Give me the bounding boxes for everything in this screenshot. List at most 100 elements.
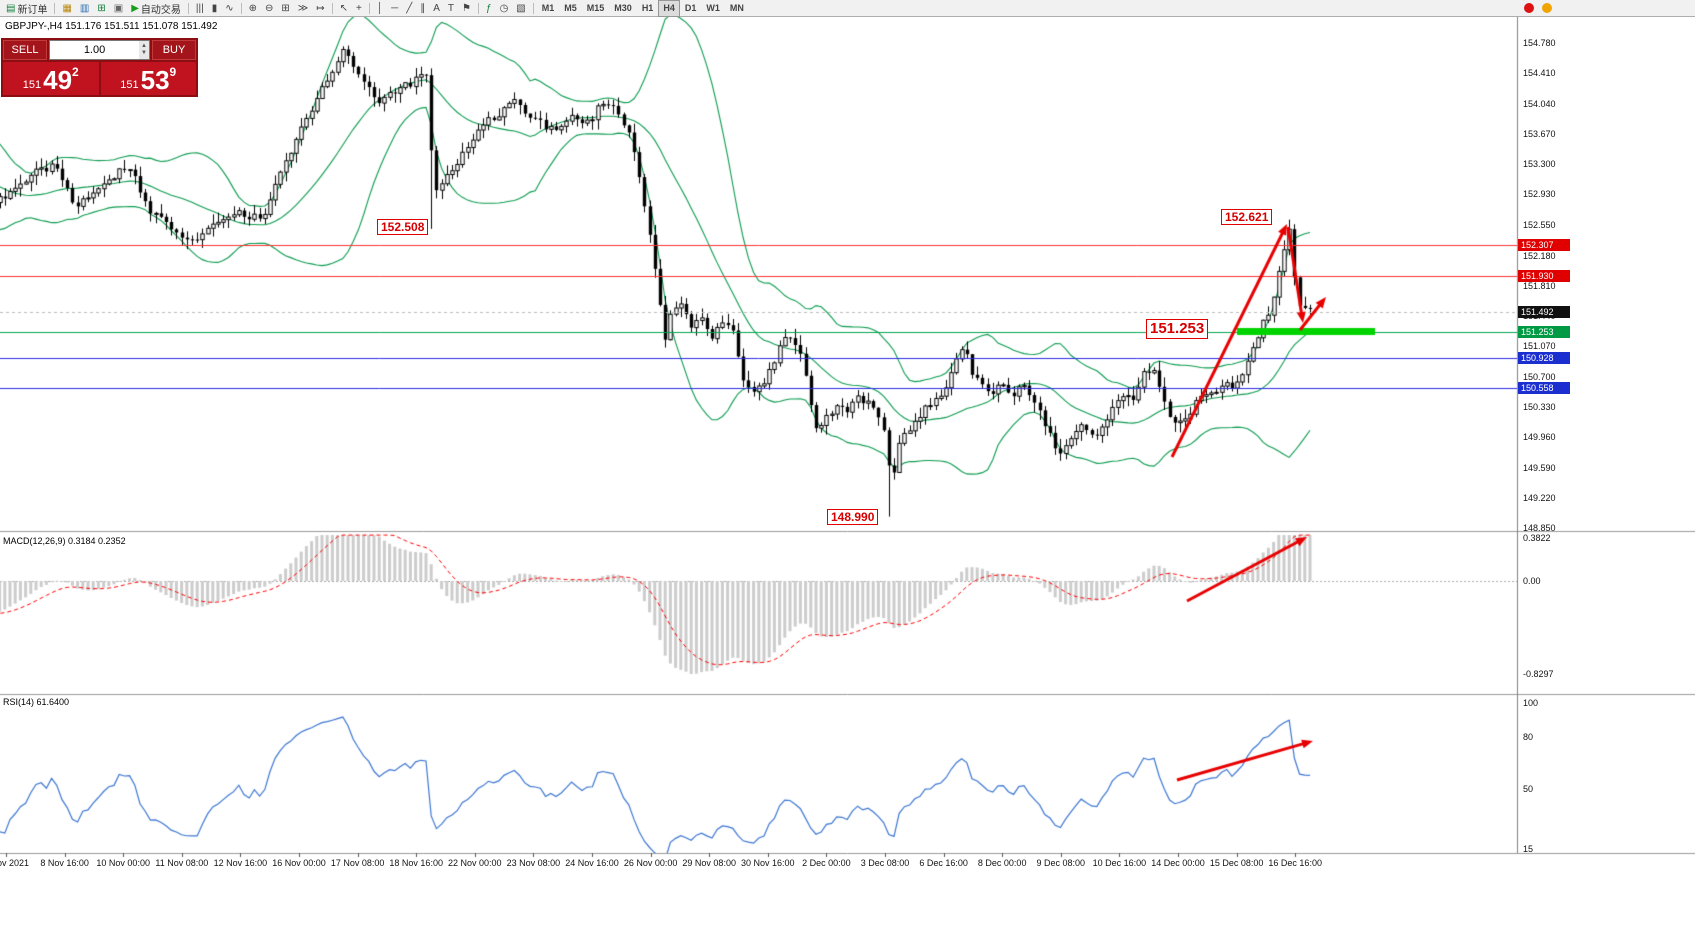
- zoom-in-button[interactable]: ⊕: [245, 0, 261, 17]
- new-order-icon: ▤: [6, 2, 16, 14]
- chart-shift-icon: ↦: [316, 2, 325, 14]
- tile-windows-icon: ⊞: [281, 2, 290, 14]
- sell-button[interactable]: SELL: [3, 40, 47, 60]
- current-price-tag: 151.492: [1518, 305, 1570, 318]
- market-watch-button[interactable]: ▦: [58, 0, 75, 17]
- ask-prefix: 151: [120, 79, 139, 91]
- time-axis-label: 24 Nov 16:00: [565, 858, 619, 868]
- trade-prices-row: 151 49 2 151 53 9: [3, 62, 196, 95]
- time-axis-label: 22 Nov 00:00: [448, 858, 502, 868]
- time-axis-label: 18 Nov 16:00: [389, 858, 443, 868]
- time-axis-label: 29 Nov 08:00: [682, 858, 736, 868]
- time-axis-label: 8 Dec 00:00: [977, 858, 1027, 868]
- indicators-icon: ƒ: [486, 2, 492, 14]
- label-tool-button[interactable]: T: [444, 0, 458, 17]
- time-axis-label: 15 Dec 08:00: [1209, 858, 1264, 868]
- rsi-label: RSI(14) 61.6400: [3, 697, 70, 707]
- navigator-icon: ⊞: [97, 2, 106, 14]
- cursor-button[interactable]: ↖: [336, 0, 352, 17]
- toolbar-separator: [54, 2, 56, 14]
- periods-icon: ◷: [499, 2, 509, 14]
- time-axis-label: 23 Nov 08:00: [506, 858, 561, 868]
- time-axis-label: 17 Nov 08:00: [330, 858, 385, 868]
- volume-stepper: ▲ ▼: [139, 41, 149, 59]
- macd-axis-label: 0.00: [1523, 576, 1541, 586]
- toolbar-separator: [478, 2, 479, 14]
- vertical-line-icon: │: [376, 2, 384, 14]
- text-tool-button[interactable]: A: [429, 0, 444, 17]
- bid-price[interactable]: 151 49 2: [3, 62, 99, 95]
- price-axis-label: 150.330: [1523, 402, 1556, 412]
- time-axis-label: 10 Nov 00:00: [96, 858, 150, 868]
- alert-yellow-icon[interactable]: [1542, 3, 1552, 13]
- volume-down-button[interactable]: ▼: [141, 50, 147, 56]
- timeframe-m30-button[interactable]: M30: [614, 3, 632, 13]
- time-axis-label: 5 Nov 2021: [0, 858, 30, 868]
- terminal-button[interactable]: ▣: [110, 0, 127, 17]
- auto-scroll-button[interactable]: ≫: [294, 0, 312, 17]
- data-window-button[interactable]: ▥: [76, 0, 93, 17]
- time-axis-label: 14 Dec 00:00: [1151, 858, 1205, 868]
- periods-button[interactable]: ◷: [496, 0, 513, 17]
- zoom-out-button[interactable]: ⊖: [261, 0, 277, 17]
- templates-button[interactable]: ▧: [512, 0, 529, 17]
- bar-chart-button[interactable]: |||: [192, 0, 208, 17]
- arrows-tool-button[interactable]: ⚑: [458, 0, 475, 17]
- autotrade-button[interactable]: ▶ 自动交易: [127, 0, 185, 17]
- vertical-line-button[interactable]: │: [373, 0, 387, 17]
- timeframe-m1-button[interactable]: M1: [541, 3, 555, 13]
- price-axis-label: 154.780: [1523, 38, 1556, 48]
- ask-price[interactable]: 151 53 9: [100, 62, 196, 95]
- price-level-tag: 151.930: [1518, 270, 1570, 283]
- time-axis-label: 3 Dec 08:00: [860, 858, 910, 868]
- data-window-icon: ▥: [79, 2, 90, 14]
- buy-button[interactable]: BUY: [152, 40, 196, 60]
- terminal-icon: ▣: [113, 2, 124, 14]
- price-axis-label: 151.810: [1523, 280, 1556, 291]
- autotrade-label: 自动交易: [140, 4, 181, 16]
- bid-big-digits: 49: [43, 65, 73, 95]
- templates-icon: ▧: [516, 2, 526, 14]
- horizontal-line-icon: ─: [391, 2, 399, 14]
- horizontal-line-button[interactable]: ─: [387, 0, 402, 17]
- line-chart-button[interactable]: ∿: [221, 0, 237, 17]
- price-axis-label: 149.960: [1523, 432, 1556, 443]
- navigator-button[interactable]: ⊞: [93, 0, 109, 17]
- toolbar-separator: [532, 2, 534, 14]
- price-annotation[interactable]: 152.621: [1221, 209, 1273, 226]
- arrows-tool-icon: ⚑: [462, 2, 471, 14]
- indicators-button[interactable]: ƒ: [482, 0, 496, 17]
- price-axis-label: 153.670: [1523, 128, 1556, 139]
- trend-line-icon: ╱: [406, 2, 413, 14]
- volume-input[interactable]: [50, 41, 140, 59]
- price-axis-label: 151.070: [1523, 341, 1556, 352]
- candlestick-chart-button[interactable]: ▮: [208, 0, 222, 17]
- timeframe-mn-button[interactable]: MN: [729, 3, 744, 13]
- timeframe-d1-button[interactable]: D1: [684, 3, 697, 13]
- timeframe-m5-button[interactable]: M5: [564, 3, 577, 13]
- volume-up-button[interactable]: ▲: [141, 43, 147, 49]
- price-annotation[interactable]: 152.508: [377, 219, 429, 236]
- alert-red-icon[interactable]: [1524, 3, 1534, 13]
- chart-symbol-info: GBPJPY-,H4 151.176 151.511 151.078 151.4…: [5, 21, 218, 32]
- chart-shift-button[interactable]: ↦: [312, 0, 328, 17]
- price-axis-label: 153.300: [1523, 159, 1556, 170]
- toolbar-separator: [331, 2, 333, 14]
- crosshair-button[interactable]: +: [352, 0, 366, 17]
- timeframe-h4-button[interactable]: H4: [658, 0, 680, 17]
- trend-line-button[interactable]: ╱: [402, 0, 416, 17]
- rsi-axis-label: 15: [1523, 844, 1534, 855]
- timeframe-m15-button[interactable]: M15: [586, 3, 605, 13]
- timeframe-w1-button[interactable]: W1: [706, 3, 720, 13]
- new-order-button[interactable]: ▤ 新订单: [2, 0, 51, 17]
- timeframe-h1-button[interactable]: H1: [641, 3, 654, 13]
- rsi-axis-label: 80: [1523, 732, 1534, 743]
- tile-windows-button[interactable]: ⊞: [277, 0, 293, 17]
- volume-field: ▲ ▼: [49, 40, 150, 60]
- price-annotation[interactable]: 148.990: [827, 509, 879, 526]
- channel-button[interactable]: ∥: [416, 0, 429, 17]
- label-tool-icon: T: [447, 2, 455, 14]
- price-axis-label: 154.040: [1523, 98, 1556, 109]
- price-annotation[interactable]: 151.253: [1146, 319, 1209, 339]
